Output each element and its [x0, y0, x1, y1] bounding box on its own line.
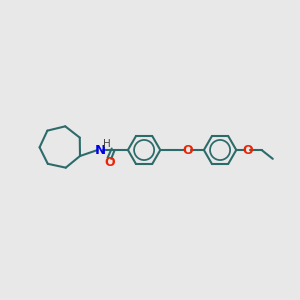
Text: O: O [104, 156, 115, 169]
Text: H: H [103, 139, 111, 148]
Text: O: O [182, 143, 193, 157]
Text: O: O [242, 143, 253, 157]
Text: N: N [95, 143, 106, 157]
